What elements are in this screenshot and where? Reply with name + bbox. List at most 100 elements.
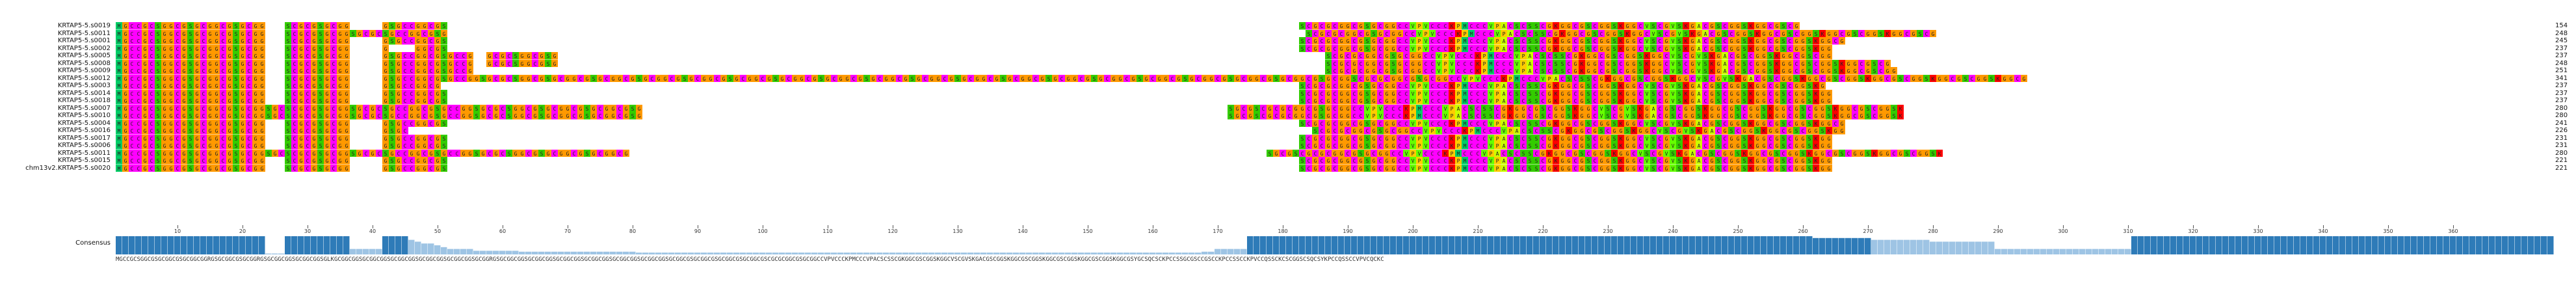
residue-cell xyxy=(519,74,525,82)
residue-cell xyxy=(1839,127,1845,135)
residue-cell xyxy=(148,44,155,52)
residue-cell xyxy=(1728,44,1735,52)
sequence-name[interactable]: KRTAP5-5.s0017 xyxy=(57,134,111,142)
residue-letter: G xyxy=(1776,91,1779,97)
residue-letter: G xyxy=(1347,121,1350,127)
residue-cell xyxy=(116,29,122,37)
sequence-name[interactable]: KRTAP5-5.s0003 xyxy=(57,82,111,89)
residue-cell xyxy=(402,37,408,45)
residue-cell xyxy=(168,52,174,60)
residue-cell xyxy=(1572,119,1579,127)
residue-letter: C xyxy=(618,113,622,119)
residue-cell xyxy=(1377,29,1384,37)
residue-letter: G xyxy=(1698,31,1701,37)
residue-letter: S xyxy=(1854,31,1857,37)
residue-cell xyxy=(1559,22,1566,30)
residue-cell xyxy=(155,82,161,90)
residue-cell xyxy=(389,22,395,30)
residue-cell xyxy=(746,74,753,82)
sequence-name[interactable]: KRTAP5-5.s0004 xyxy=(57,119,111,127)
residue-letter: M xyxy=(1418,106,1421,112)
residue-cell xyxy=(1462,119,1468,127)
residue-letter: S xyxy=(1366,91,1369,97)
residue-letter: S xyxy=(1255,113,1259,119)
residue-cell xyxy=(116,127,122,135)
residue-letter: C xyxy=(131,128,134,134)
residue-cell xyxy=(402,82,408,90)
residue-cell xyxy=(1163,74,1169,82)
residue-letter: S xyxy=(1678,121,1681,127)
residue-letter: C xyxy=(1789,121,1792,127)
sequence-name[interactable]: KRTAP5-5.s0019 xyxy=(57,22,111,29)
residue-cell xyxy=(1468,74,1475,82)
residue-letter: G xyxy=(891,76,895,82)
residue-letter: C xyxy=(1704,23,1707,29)
residue-cell xyxy=(1540,29,1546,37)
residue-letter: G xyxy=(313,68,316,74)
residue-cell xyxy=(1507,52,1514,60)
residue-letter: S xyxy=(319,61,322,67)
residue-cell xyxy=(1351,59,1358,67)
sequence-name[interactable]: KRTAP5-5.s0014 xyxy=(57,89,111,97)
residue-cell xyxy=(155,142,161,150)
residue-letter: G xyxy=(1782,113,1785,119)
residue-cell xyxy=(1364,22,1371,30)
sequence-name[interactable]: KRTAP5-5.s0002 xyxy=(57,44,111,52)
residue-letter: G xyxy=(436,98,440,104)
residue-cell xyxy=(1338,134,1345,142)
residue-cell xyxy=(181,97,187,105)
sequence-name[interactable]: KRTAP5-5.s0010 xyxy=(57,112,111,119)
residue-cell xyxy=(246,29,252,37)
residue-cell xyxy=(1657,89,1663,97)
sequence-name[interactable]: KRTAP5-5.s0012 xyxy=(57,74,111,82)
sequence-name[interactable]: KRTAP5-5.s0016 xyxy=(57,127,111,134)
sequence-name[interactable]: KRTAP5-5.s0007 xyxy=(57,104,111,112)
sequence-name[interactable]: KRTAP5-5.s0018 xyxy=(57,97,111,104)
residue-letter: G xyxy=(300,61,303,67)
residue-letter: M xyxy=(1464,136,1467,142)
residue-cell xyxy=(1371,119,1377,127)
residue-cell xyxy=(1624,142,1631,150)
sequence-name[interactable]: KRTAP5-5.s0006 xyxy=(57,142,111,149)
sequence-name[interactable]: KRTAP5-5.s0001 xyxy=(57,37,111,44)
residue-letter: S xyxy=(391,128,394,134)
residue-cell xyxy=(1767,82,1774,90)
residue-letter: G xyxy=(521,106,524,112)
residue-cell xyxy=(1553,22,1559,30)
residue-cell xyxy=(116,22,122,30)
residue-letter: A xyxy=(1698,136,1701,142)
residue-letter: G xyxy=(1347,23,1350,29)
residue-cell xyxy=(1754,127,1761,135)
residue-letter: G xyxy=(1691,113,1694,119)
residue-letter: G xyxy=(1314,121,1317,127)
residue-cell xyxy=(408,37,415,45)
residue-cell xyxy=(285,97,291,105)
residue-letter: S xyxy=(1893,106,1896,112)
residue-letter: V xyxy=(1412,83,1415,89)
residue-letter: V xyxy=(1418,31,1421,37)
residue-cell xyxy=(1351,22,1358,30)
sequence-name[interactable]: KRTAP5-5.s0008 xyxy=(57,59,111,67)
residue-letter: C xyxy=(579,76,583,82)
residue-letter: C xyxy=(1548,113,1551,119)
residue-cell xyxy=(1403,52,1410,60)
residue-cell xyxy=(1468,127,1475,135)
sequence-name[interactable]: KRTAP5-5.s0011 xyxy=(57,29,111,37)
residue-cell xyxy=(389,52,395,60)
sequence-name[interactable]: KRTAP5-5.s0005 xyxy=(57,52,111,59)
residue-letter: G xyxy=(163,151,166,157)
residue-letter: G xyxy=(124,136,127,142)
sequence-name[interactable]: KRTAP5-5.s0015 xyxy=(57,157,111,164)
residue-letter: G xyxy=(1737,31,1740,37)
residue-cell xyxy=(1650,142,1657,150)
residue-cell xyxy=(1351,142,1358,150)
sequence-name[interactable]: chm13v2.KRTAP5-5.s0020 xyxy=(25,164,111,172)
sequence-name[interactable]: KRTAP5-5.s0011 xyxy=(57,149,111,157)
residue-cell xyxy=(1442,82,1449,90)
sequence-name[interactable]: KRTAP5-5.s0009 xyxy=(57,67,111,74)
residue-letter: G xyxy=(215,23,218,29)
residue-cell xyxy=(1624,97,1631,105)
residue-cell xyxy=(538,104,545,112)
residue-cell xyxy=(213,142,220,150)
